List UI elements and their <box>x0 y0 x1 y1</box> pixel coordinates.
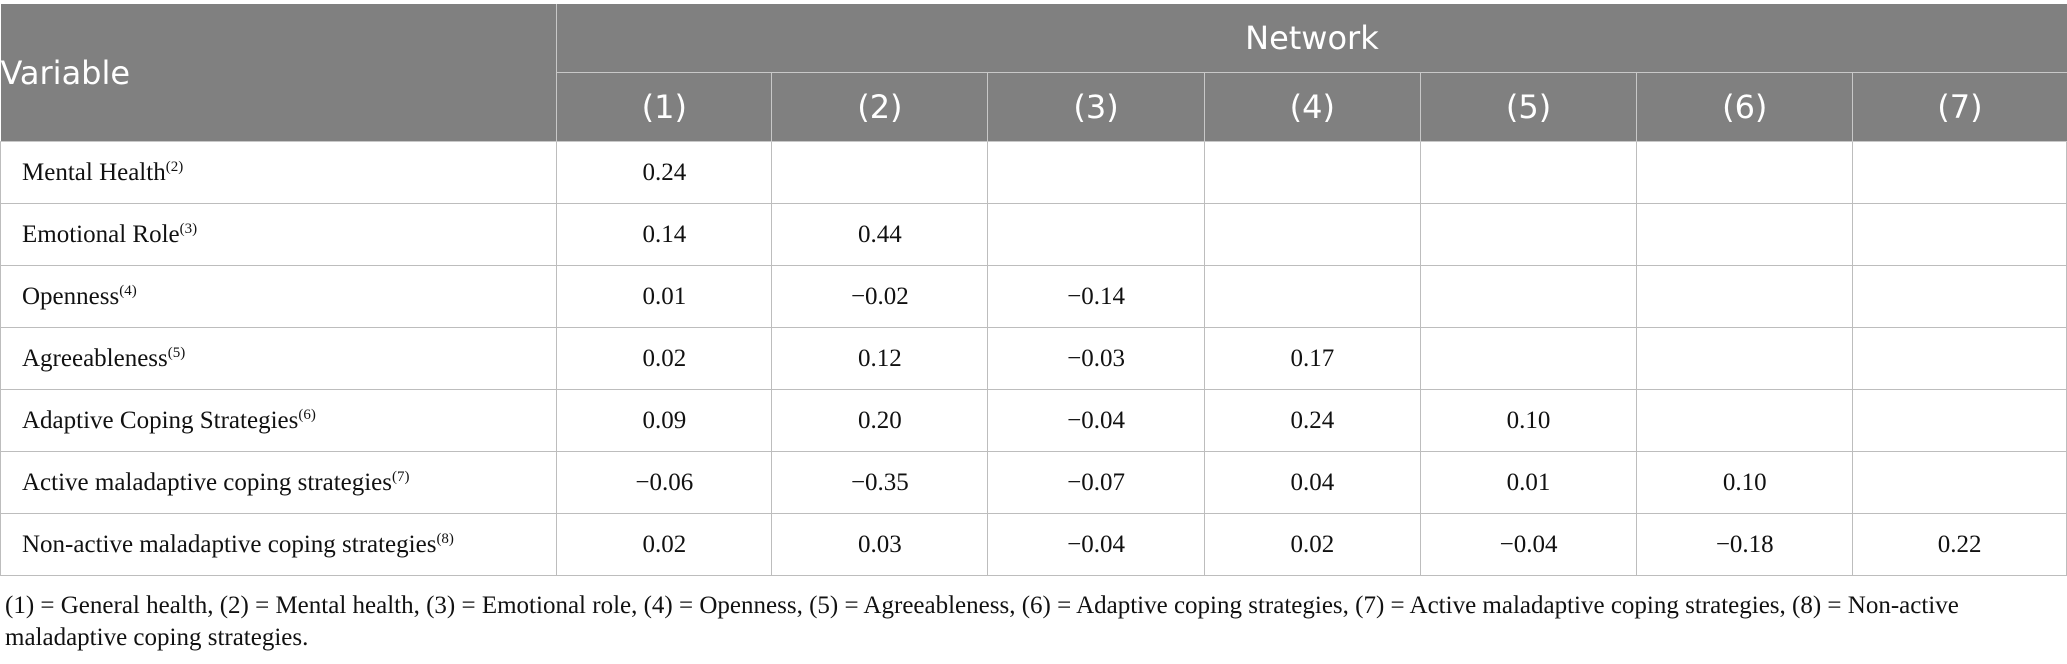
value-cell: 0.20 <box>771 389 989 452</box>
row-label-index: (4) <box>119 282 137 299</box>
row-label-cell: Active maladaptive coping strategies(7) <box>0 451 558 514</box>
value-cell: −0.07 <box>987 451 1205 514</box>
table-row: Adaptive Coping Strategies(6) 0.09 0.20 −0.… <box>0 389 2067 452</box>
value-cell: −0.03 <box>987 327 1205 390</box>
row-label-index: (6) <box>298 406 316 423</box>
value-cell: −0.02 <box>771 265 989 328</box>
row-label-cell: Agreeableness(5) <box>0 327 558 390</box>
value-cell: 0.03 <box>771 513 989 576</box>
value-cell <box>1852 265 2067 328</box>
value-cell <box>1852 203 2067 266</box>
table-row: Non-active maladaptive coping strategies… <box>0 513 2067 576</box>
row-label-cell: Openness(4) <box>0 265 558 328</box>
column-header: (2) <box>771 72 989 142</box>
network-table: Variable Network (1) (2) (3) (4) (5) (6)… <box>0 4 2067 576</box>
value-cell: 0.14 <box>556 203 773 266</box>
column-header: (5) <box>1420 72 1638 142</box>
value-cell <box>1203 203 1421 266</box>
value-cell: 0.12 <box>771 327 989 390</box>
row-label: Active maladaptive coping strategies <box>22 468 393 496</box>
value-cell: −0.35 <box>771 451 989 514</box>
value-cell <box>1419 203 1638 266</box>
value-cell: 0.24 <box>1203 389 1421 452</box>
value-cell <box>1419 141 1638 204</box>
value-cell <box>1852 389 2067 452</box>
value-cell <box>1636 203 1854 266</box>
row-label-cell: Adaptive Coping Strategies(6) <box>0 389 558 452</box>
value-cell <box>987 203 1205 266</box>
column-header: (6) <box>1636 72 1854 142</box>
variable-header: Variable <box>0 4 558 142</box>
network-header: Network <box>556 4 2067 73</box>
value-cell <box>1419 327 1638 390</box>
row-label: Openness <box>22 282 120 310</box>
row-label: Agreeableness <box>22 344 168 372</box>
value-cell: 0.17 <box>1203 327 1421 390</box>
row-label-cell: Emotional Role(3) <box>0 203 558 266</box>
value-cell <box>987 141 1205 204</box>
column-header: (3) <box>987 72 1205 142</box>
value-cell <box>1852 327 2067 390</box>
row-label-cell: Mental Health(2) <box>0 141 558 204</box>
value-cell: 0.01 <box>1419 451 1638 514</box>
value-cell: 0.10 <box>1419 389 1638 452</box>
table-body: Mental Health(2) 0.24 Emotional Role(3) 0.1… <box>0 141 2067 576</box>
row-label-index: (2) <box>165 158 184 175</box>
value-cell: 0.04 <box>1203 451 1421 514</box>
row-label-cell: Non-active maladaptive coping strategies… <box>0 513 558 576</box>
row-label-index: (3) <box>179 220 198 237</box>
row-label-index: (7) <box>392 468 410 485</box>
table-footnote: (1) = General health, (2) = Mental healt… <box>5 592 1959 651</box>
value-cell: −0.14 <box>987 265 1205 328</box>
value-cell: −0.04 <box>987 513 1205 576</box>
row-label-index: (8) <box>436 530 454 547</box>
row-label: Emotional Role <box>22 220 180 248</box>
column-header: (7) <box>1852 72 2067 142</box>
value-cell: 0.02 <box>1203 513 1421 576</box>
value-cell: −0.04 <box>1419 513 1638 576</box>
value-cell <box>1852 141 2067 204</box>
value-cell: 0.01 <box>556 265 773 328</box>
row-label: Non-active maladaptive coping strategies <box>22 530 437 558</box>
value-cell <box>1636 141 1854 204</box>
value-cell <box>1419 265 1638 328</box>
row-label: Mental Health <box>22 158 166 186</box>
value-cell: −0.06 <box>556 451 773 514</box>
value-cell <box>1636 265 1854 328</box>
value-cell: 0.02 <box>556 327 773 390</box>
column-header: (4) <box>1204 72 1421 142</box>
value-cell <box>1636 389 1854 452</box>
value-cell <box>771 141 989 204</box>
value-cell: 0.10 <box>1636 451 1854 514</box>
table-row: Openness(4) 0.01 −0.02 −0.14 <box>0 265 2067 328</box>
table-row: Emotional Role(3) 0.14 0.44 <box>0 203 2067 266</box>
value-cell: 0.09 <box>556 389 773 452</box>
table-row: Mental Health(2) 0.24 <box>0 141 2067 204</box>
value-cell <box>1203 141 1421 204</box>
value-cell: 0.44 <box>771 203 989 266</box>
value-cell: 0.22 <box>1852 513 2067 576</box>
value-cell: 0.02 <box>556 513 773 576</box>
value-cell: 0.24 <box>556 141 773 204</box>
value-cell <box>1852 451 2067 514</box>
row-label: Adaptive Coping Strategies <box>22 406 299 434</box>
table-row: Agreeableness(5) 0.02 0.12 −0.03 0.17 <box>0 327 2067 390</box>
value-cell <box>1203 265 1421 328</box>
table-row: Active maladaptive coping strategies(7) −… <box>0 451 2067 514</box>
value-cell <box>1636 327 1854 390</box>
row-label-index: (5) <box>167 344 186 361</box>
value-cell: −0.04 <box>987 389 1205 452</box>
value-cell: −0.18 <box>1636 513 1854 576</box>
column-header: (1) <box>556 72 773 142</box>
